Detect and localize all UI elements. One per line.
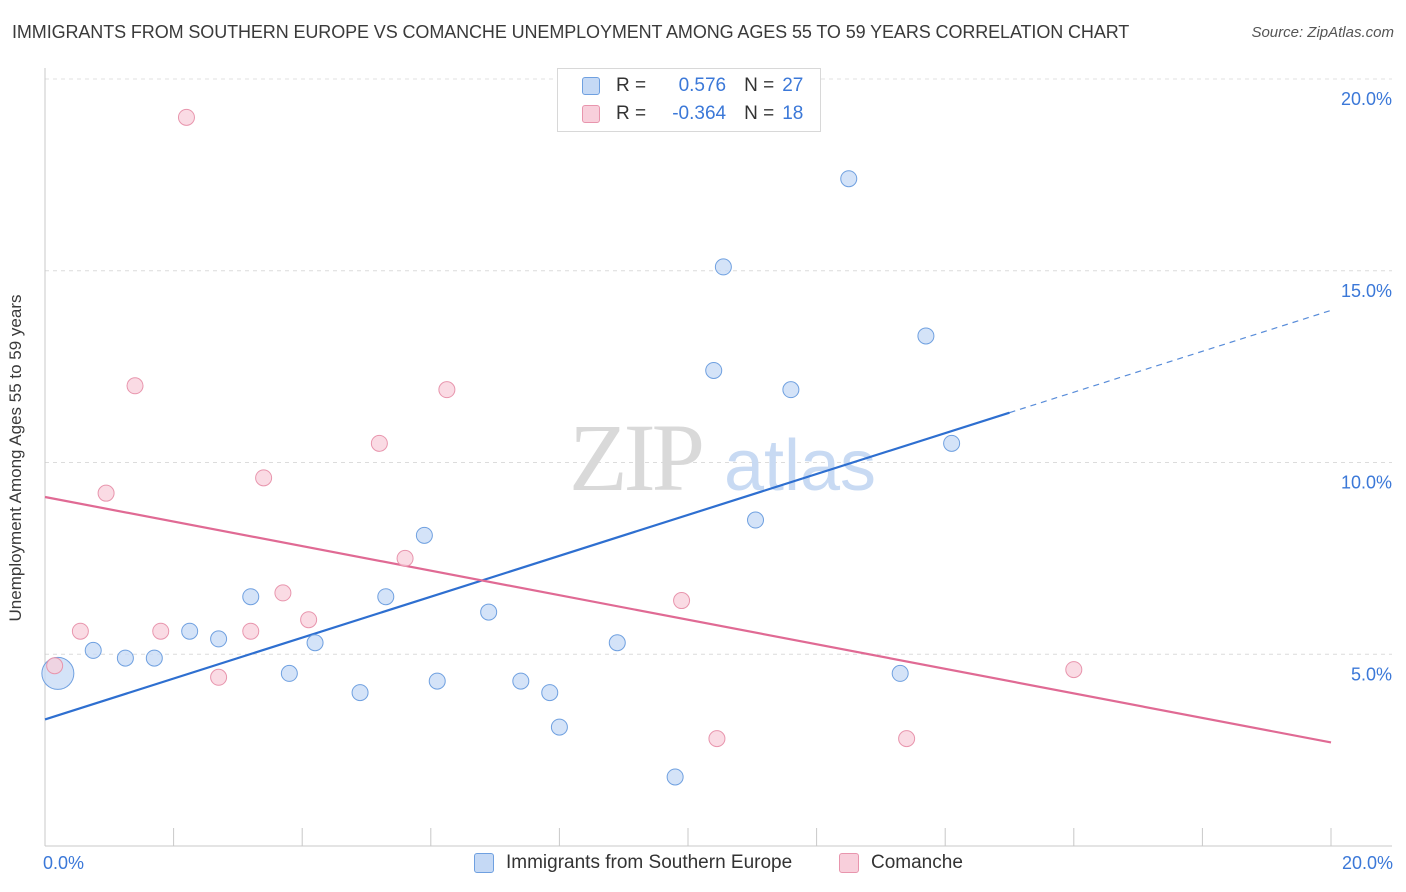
point-comanche — [71, 622, 89, 640]
series-legend: Immigrants from Southern Europe Comanche — [0, 852, 1406, 878]
legend-r-value: -0.364 — [672, 103, 727, 124]
point-immigrants — [145, 649, 163, 667]
legend-swatch-pink — [582, 105, 600, 123]
point-immigrants — [943, 434, 961, 452]
legend-row-immigrants: R = 0.576 N = 27 — [582, 74, 803, 98]
point-immigrants — [280, 664, 298, 682]
point-comanche — [210, 668, 228, 686]
point-comanche — [898, 730, 916, 748]
point-immigrants — [428, 672, 446, 690]
legend-n-label: N = — [744, 75, 775, 96]
point-immigrants — [666, 768, 684, 786]
chart-title: IMMIGRANTS FROM SOUTHERN EUROPE VS COMAN… — [12, 22, 1130, 42]
point-immigrants — [705, 361, 723, 379]
point-immigrants — [891, 664, 909, 682]
point-comanche — [242, 622, 260, 640]
series-label: Immigrants from Southern Europe — [506, 852, 793, 873]
point-immigrants — [480, 603, 498, 621]
point-immigrants — [415, 526, 433, 544]
x-tick-label-max: 20.0% — [1342, 853, 1393, 873]
point-immigrants — [512, 672, 530, 690]
point-comanche — [177, 108, 195, 126]
point-comanche — [438, 381, 456, 399]
series-label: Comanche — [871, 852, 963, 873]
point-immigrants — [782, 381, 800, 399]
legend-n-value: 27 — [782, 75, 804, 96]
point-immigrants — [210, 630, 228, 648]
point-immigrants — [541, 684, 559, 702]
legend-r-value: 0.576 — [678, 75, 727, 96]
y-tick-label: 20.0% — [1341, 89, 1392, 109]
legend-r-label: R = — [616, 75, 647, 96]
point-comanche — [255, 469, 273, 487]
point-comanche — [152, 622, 170, 640]
trend-line-comanche — [44, 495, 1332, 744]
point-immigrants — [181, 622, 199, 640]
point-immigrants — [242, 588, 260, 606]
point-comanche — [300, 611, 318, 629]
point-immigrants — [550, 718, 568, 736]
point-immigrants — [351, 684, 369, 702]
point-immigrants — [84, 641, 102, 659]
point-immigrants — [917, 327, 935, 345]
series-swatch-pink — [839, 853, 859, 873]
point-immigrants — [306, 634, 324, 652]
point-comanche — [274, 584, 292, 602]
source-label: Source: ZipAtlas.com — [1251, 24, 1394, 41]
legend-n-value: 18 — [782, 103, 804, 124]
tick-labels: 5.0% 10.0% 15.0% 20.0% 0.0% 20.0% — [43, 89, 1393, 873]
point-comanche — [673, 592, 691, 610]
trend-line-immigrants — [44, 411, 1010, 721]
point-immigrants — [116, 649, 134, 667]
point-comanche — [126, 377, 144, 395]
point-comanche — [370, 434, 388, 452]
series-legend-comanche[interactable]: Comanche — [839, 852, 963, 874]
point-comanche — [1065, 661, 1083, 679]
axes — [44, 68, 1392, 847]
y-tick-label: 15.0% — [1341, 281, 1392, 301]
point-immigrants — [747, 511, 765, 529]
x-tick-label-min: 0.0% — [43, 853, 84, 873]
point-comanche — [97, 484, 115, 502]
trend-line-extension — [1009, 309, 1332, 414]
series-swatch-blue — [474, 853, 494, 873]
data-points — [41, 108, 1083, 786]
y-tick-label: 5.0% — [1351, 664, 1392, 684]
point-immigrants — [714, 258, 732, 276]
legend-n-label: N = — [744, 103, 775, 124]
point-immigrants — [840, 170, 858, 188]
watermark-atlas: atlas — [724, 426, 876, 506]
point-comanche — [396, 549, 414, 567]
y-tick-label: 10.0% — [1341, 473, 1392, 493]
legend-row-comanche: R = -0.364 N = 18 — [582, 102, 803, 126]
point-immigrants — [608, 634, 626, 652]
series-legend-immigrants[interactable]: Immigrants from Southern Europe — [474, 852, 792, 874]
watermark-zip: ZIP — [569, 404, 702, 511]
stats-legend: R = 0.576 N = 27 R = -0.364 N = 18 — [557, 68, 821, 132]
point-comanche — [46, 657, 64, 675]
legend-swatch-blue — [582, 77, 600, 95]
trend-lines — [44, 309, 1332, 744]
point-immigrants — [377, 588, 395, 606]
point-comanche — [708, 730, 726, 748]
legend-r-label: R = — [616, 103, 647, 124]
